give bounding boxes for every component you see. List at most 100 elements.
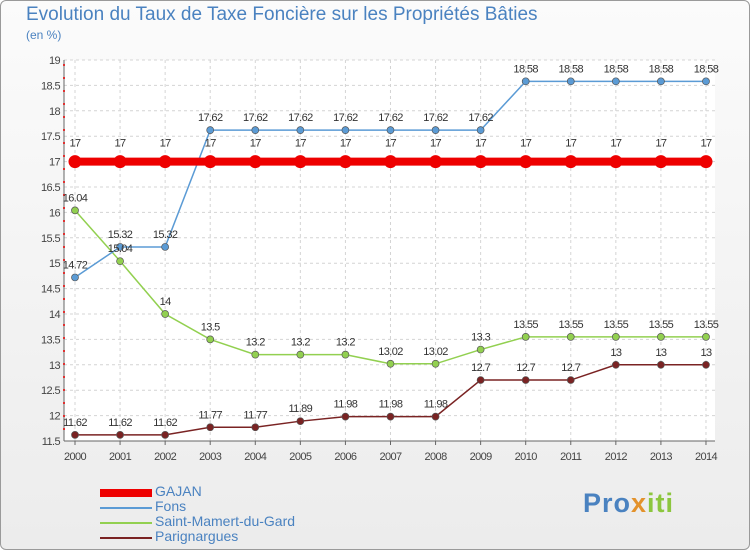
data-label-gajan: 17 [700,138,712,150]
y-axis-marker [63,142,65,144]
y-tick-label: 13.5 [41,334,60,346]
x-tick-label: 2001 [109,451,132,463]
y-axis-marker [63,194,65,196]
data-point-fons [702,77,710,86]
y-axis-marker [63,298,65,300]
data-point-gajan [699,155,713,169]
data-point-fons [521,77,530,86]
data-label-parignargues: 13 [655,347,667,359]
y-axis-marker [63,337,65,339]
data-label-saint-mamert-du-gard: 13.55 [649,319,674,331]
data-label-parignargues: 13 [700,347,712,359]
data-label-fons: 17.62 [468,112,493,124]
y-tick-label: 14 [49,309,61,321]
data-point-gajan [158,155,172,169]
x-tick-label: 2011 [560,451,582,463]
data-point-parignargues [161,431,169,439]
data-point-fons [341,126,350,134]
y-tick-label: 16 [49,207,61,219]
y-axis-marker [63,311,65,313]
data-point-gajan [338,155,352,169]
y-tick-label: 19 [49,55,61,67]
data-label-saint-mamert-du-gard: 13.02 [423,346,448,358]
data-point-fons [611,77,620,86]
y-axis-marker [63,285,65,287]
data-point-saint-mamert-du-gard [476,345,485,354]
data-label-saint-mamert-du-gard: 13.55 [559,319,584,331]
data-label-parignargues: 11.62 [108,417,132,429]
data-label-fons: 15.32 [153,229,178,241]
data-point-saint-mamert-du-gard [386,359,395,368]
data-label-parignargues: 11.77 [243,409,267,421]
data-label-fons: 14.72 [63,259,88,271]
x-tick-label: 2003 [199,451,222,463]
data-point-fons [206,126,215,134]
legend-item-fons: Fons [100,498,360,515]
data-point-parignargues [206,423,215,432]
legend-label-parignargues: Parignargues [155,528,239,544]
y-axis-marker [63,103,65,105]
data-label-gajan: 17 [295,138,307,150]
y-tick-label: 11.5 [42,436,61,448]
data-point-saint-mamert-du-gard [296,350,305,359]
x-tick-label: 2004 [244,451,267,463]
data-point-parignargues [611,360,620,369]
data-label-saint-mamert-du-gard: 14 [160,296,172,308]
data-label-gajan: 17 [115,138,127,150]
x-tick-label: 2013 [650,451,673,463]
data-point-parignargues [341,412,350,421]
data-label-fons: 18.58 [513,63,538,75]
chart-unit-label: (en %) [26,28,62,42]
x-tick-label: 2009 [470,451,493,463]
data-label-fons: 18.58 [559,63,584,75]
data-label-fons: 17.62 [333,112,358,124]
data-label-gajan: 17 [475,138,487,150]
y-axis-marker [63,129,65,131]
data-point-parignargues [657,360,665,369]
data-label-saint-mamert-du-gard: 13.2 [291,337,310,349]
data-label-fons: 17.62 [378,112,403,124]
y-axis-marker [63,233,65,235]
data-label-gajan: 17 [385,138,397,150]
data-label-gajan: 17 [655,138,667,150]
data-label-gajan: 17 [160,138,172,150]
y-axis-marker [63,220,65,222]
data-label-gajan: 17 [565,138,577,150]
data-point-saint-mamert-du-gard [657,333,665,341]
data-label-saint-mamert-du-gard: 13.55 [513,319,538,331]
data-point-saint-mamert-du-gard [116,257,124,266]
y-axis-marker [63,415,65,417]
y-axis-marker [63,64,65,66]
data-point-gajan [293,155,307,169]
data-point-fons [161,243,169,251]
data-label-parignargues: 11.77 [198,409,222,421]
data-point-parignargues [521,376,530,384]
logo-part-2: x [631,488,648,518]
legend-swatch-parignargues [100,537,152,539]
data-label-parignargues: 12.7 [516,362,535,374]
y-axis-marker [63,90,65,92]
data-point-gajan [113,155,127,169]
data-point-saint-mamert-du-gard [611,333,620,341]
data-point-parignargues [251,423,260,432]
data-label-saint-mamert-du-gard: 13.2 [246,337,265,349]
y-axis-marker [63,363,65,365]
data-point-gajan [203,155,217,169]
y-axis-marker [63,207,65,209]
data-label-gajan: 17 [205,138,217,150]
data-point-saint-mamert-du-gard [431,359,440,368]
y-axis-marker [63,324,65,326]
data-point-gajan [564,155,578,169]
data-point-gajan [429,155,443,169]
data-label-fons: 18.58 [604,63,629,75]
y-axis-marker [63,402,65,404]
data-label-parignargues: 11.98 [379,399,403,411]
plot-area [64,60,715,441]
legend-label-saint-mamert-du-gard: Saint-Mamert-du-Gard [155,513,296,529]
x-tick-label: 2010 [515,451,538,463]
data-point-fons [431,126,440,134]
y-tick-label: 17.5 [41,131,60,143]
data-point-gajan [68,155,82,169]
legend-swatch-gajan [100,489,152,497]
data-label-parignargues: 12.7 [471,362,490,374]
